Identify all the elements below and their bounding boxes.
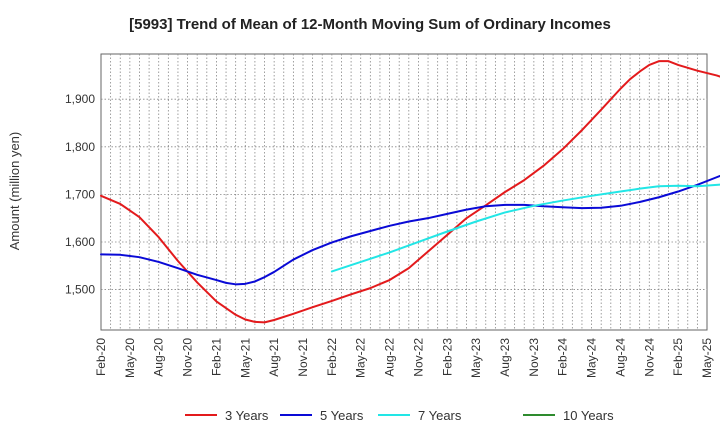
x-tick-labels: Feb-20 May-20 Aug-20 Nov-20 Feb-21 May-21 Aug-… <box>94 338 714 378</box>
x-tick-label: Feb-25 <box>671 338 685 376</box>
series-line-3-years <box>100 60 720 324</box>
x-tick-label: Nov-24 <box>642 338 656 377</box>
y-tick-label: 1,700 <box>65 187 95 201</box>
legend-label: 3 Years <box>225 408 269 423</box>
chart-title: [5993] Trend of Mean of 12-Month Moving … <box>129 16 611 33</box>
x-tick-label: Feb-23 <box>440 338 454 376</box>
x-tick-label: Nov-21 <box>296 338 310 377</box>
x-tick-label: Feb-20 <box>94 338 108 376</box>
x-tick-label: Aug-21 <box>267 338 281 377</box>
x-tick-label: Feb-22 <box>325 338 339 376</box>
legend-item: 7 Years <box>378 408 462 423</box>
x-tick-label: Feb-21 <box>209 338 223 376</box>
x-tick-label: May-25 <box>700 338 714 378</box>
legend-label: 5 Years <box>320 408 364 423</box>
y-axis-label: Amount (million yen) <box>7 132 22 251</box>
x-tick-label: May-22 <box>354 338 368 378</box>
x-tick-label: May-20 <box>123 338 137 378</box>
x-tick-label: Aug-24 <box>613 338 627 377</box>
y-tick-label: 1,500 <box>65 283 95 297</box>
legend-item: 3 Years <box>185 408 269 423</box>
x-tick-label: May-23 <box>469 338 483 378</box>
x-tick-label: May-24 <box>585 338 599 378</box>
plot-frame <box>100 53 708 331</box>
series-line-7-years <box>330 183 720 273</box>
y-tick-label: 1,800 <box>65 140 95 154</box>
x-tick-label: Aug-23 <box>498 338 512 377</box>
x-tick-label: Nov-22 <box>411 338 425 377</box>
x-tick-label: Nov-20 <box>181 338 195 377</box>
y-tick-label: 1,600 <box>65 235 95 249</box>
y-tick-labels: 1,500 1,600 1,700 1,800 1,900 <box>65 92 95 296</box>
x-tick-label: Nov-23 <box>527 338 541 377</box>
series-lines <box>100 60 720 324</box>
legend-label: 10 Years <box>563 408 614 423</box>
series-line-5-years <box>100 174 720 286</box>
y-tick-label: 1,900 <box>65 92 95 106</box>
legend: 3 Years 5 Years 7 Years 10 Years <box>185 408 614 423</box>
x-tick-label: Aug-22 <box>383 338 397 377</box>
legend-item: 5 Years <box>280 408 364 423</box>
legend-item: 10 Years <box>523 408 614 423</box>
legend-label: 7 Years <box>418 408 462 423</box>
x-tick-label: Aug-20 <box>152 338 166 377</box>
x-tick-label: Feb-24 <box>556 338 570 376</box>
x-tick-label: May-21 <box>238 338 252 378</box>
grid-lines <box>101 54 707 330</box>
